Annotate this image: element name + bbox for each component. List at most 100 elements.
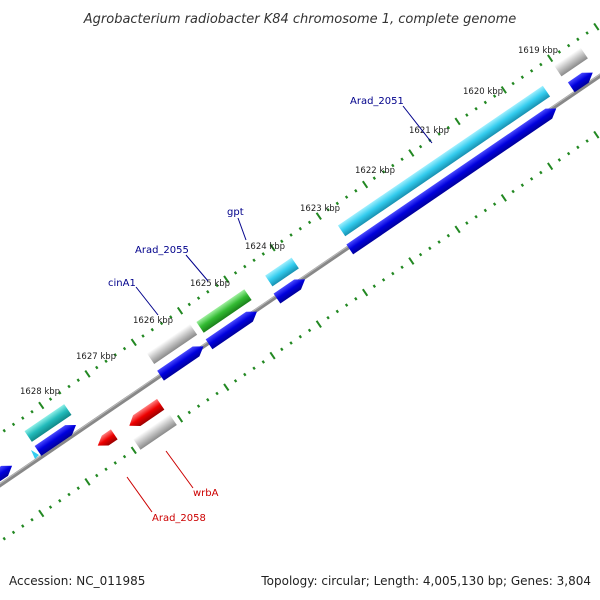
gene-label-wrba: wrbA <box>193 488 219 499</box>
minor-tick <box>418 144 423 149</box>
minor-tick <box>354 297 358 301</box>
minor-tick <box>400 265 404 270</box>
gene-feature[interactable] <box>337 85 551 237</box>
tick-label: 1628 kbp <box>20 387 60 397</box>
gene-body <box>24 404 72 442</box>
gene-feature[interactable] <box>126 398 165 431</box>
gene-body <box>346 108 557 255</box>
minor-tick <box>261 252 266 256</box>
minor-tick <box>483 100 488 105</box>
gene-label-cina1: cinA1 <box>108 278 136 289</box>
minor-tick <box>11 530 16 535</box>
major-tick <box>454 225 461 234</box>
minor-tick <box>465 113 469 117</box>
minor-tick <box>307 328 312 333</box>
minor-tick <box>520 183 525 187</box>
gene-feature[interactable] <box>346 104 559 255</box>
gene-feature[interactable] <box>567 68 596 93</box>
gene-feature[interactable] <box>24 404 72 442</box>
gene-feature[interactable] <box>0 461 15 484</box>
gene-body <box>337 85 551 237</box>
major-tick <box>408 257 415 265</box>
major-tick <box>38 509 45 518</box>
gene-feature[interactable] <box>265 257 299 287</box>
leader-line <box>185 254 209 282</box>
gene-feature[interactable] <box>94 429 118 450</box>
gene-feature[interactable] <box>273 274 309 304</box>
tick-label: 1623 kbp <box>300 204 340 214</box>
gene-label-arad-2055: Arad_2055 <box>135 245 189 256</box>
minor-tick <box>150 327 154 332</box>
minor-tick <box>400 157 404 162</box>
gene-feature[interactable] <box>554 47 588 77</box>
gene-body <box>97 429 118 446</box>
major-tick <box>38 401 45 410</box>
gene-feature[interactable] <box>157 341 207 381</box>
minor-tick <box>576 37 580 42</box>
gene-track <box>0 47 596 484</box>
leader-line <box>135 286 159 316</box>
major-tick <box>315 212 322 220</box>
minor-tick <box>566 43 571 48</box>
minor-tick <box>354 189 358 193</box>
minor-tick <box>465 221 469 225</box>
major-tick <box>269 243 276 252</box>
gene-feature[interactable] <box>146 323 198 365</box>
minor-tick <box>95 365 99 370</box>
gene-body <box>34 425 76 456</box>
gene-labels: Arad_2051 gpt Arad_2055 cinA1 wrbA Arad_… <box>108 96 404 524</box>
tick-labels: 1619 kbp 1620 kbp 1621 kbp 1622 kbp 1623… <box>20 46 558 397</box>
minor-tick <box>206 398 210 402</box>
minor-tick <box>298 334 303 339</box>
minor-tick <box>280 239 284 244</box>
major-tick <box>361 288 369 297</box>
minor-tick <box>418 252 423 257</box>
major-tick <box>547 162 554 171</box>
gene-body <box>133 414 177 450</box>
minor-tick <box>326 315 330 320</box>
minor-tick <box>446 125 451 130</box>
minor-tick <box>196 404 201 408</box>
minor-tick <box>483 208 488 213</box>
tick-label: 1622 kbp <box>355 166 395 176</box>
minor-tick <box>243 264 247 269</box>
leader-line <box>402 105 433 144</box>
gene-feature[interactable] <box>34 420 80 456</box>
major-tick <box>547 54 554 63</box>
gene-feature[interactable] <box>133 414 177 450</box>
minor-tick <box>576 145 580 150</box>
minor-tick <box>169 315 173 319</box>
major-tick <box>84 478 91 486</box>
minor-tick <box>326 207 330 212</box>
minor-tick <box>437 240 441 244</box>
leader-line <box>237 217 247 241</box>
gene-feature[interactable] <box>205 307 261 350</box>
minor-tick <box>48 397 53 401</box>
major-tick <box>269 351 276 360</box>
gene-feature[interactable] <box>196 289 252 333</box>
minor-tick <box>511 189 515 194</box>
inner-tick-track <box>2 130 600 541</box>
major-tick <box>223 383 230 392</box>
major-tick <box>130 338 137 347</box>
minor-tick <box>261 360 266 364</box>
tick-label: 1627 kbp <box>76 352 116 362</box>
minor-tick <box>196 296 201 300</box>
major-tick <box>130 446 137 455</box>
gene-body <box>157 346 204 381</box>
minor-tick <box>474 106 478 111</box>
minor-tick <box>492 94 497 98</box>
minor-tick <box>585 31 589 35</box>
minor-tick <box>30 409 34 414</box>
minor-tick <box>391 271 395 276</box>
minor-tick <box>307 220 312 225</box>
tick-label: 1620 kbp <box>463 87 503 97</box>
minor-tick <box>104 467 108 472</box>
minor-tick <box>539 170 543 175</box>
minor-tick <box>335 309 340 314</box>
major-tick <box>176 414 184 423</box>
minor-tick <box>104 359 108 364</box>
minor-tick <box>215 283 219 288</box>
major-tick <box>361 180 369 189</box>
